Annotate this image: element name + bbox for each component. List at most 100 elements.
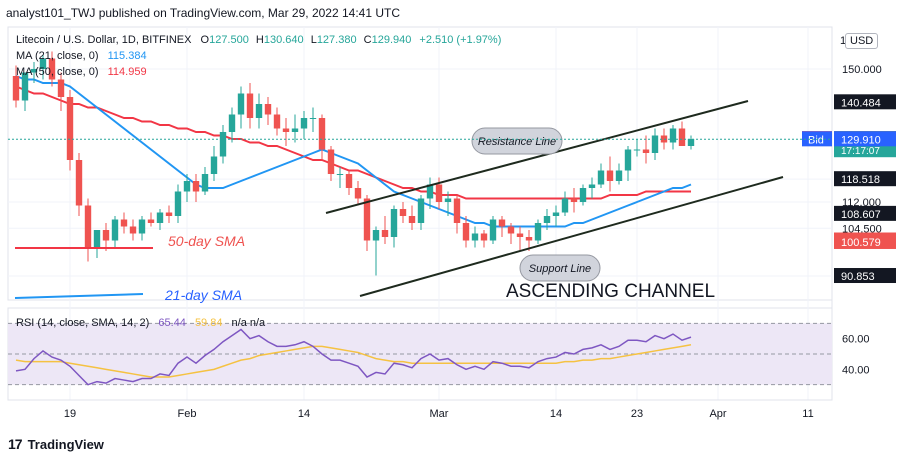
candle-body bbox=[543, 216, 551, 223]
rsi-tick-label: 60.00 bbox=[842, 334, 870, 346]
candle bbox=[201, 167, 209, 195]
candle-body bbox=[48, 58, 56, 80]
candle-body bbox=[156, 212, 164, 223]
resistance-callout[interactable]: Resistance Line bbox=[471, 127, 563, 155]
candle-body bbox=[354, 188, 362, 199]
candle-body bbox=[66, 97, 74, 160]
support-trendline[interactable] bbox=[359, 176, 784, 297]
candle bbox=[138, 216, 146, 241]
support-callout[interactable]: Support Line bbox=[519, 254, 601, 282]
candle bbox=[543, 209, 551, 230]
price-label-text: 90.853 bbox=[841, 271, 875, 283]
tradingview-footer[interactable]: 17 TradingView bbox=[8, 436, 104, 452]
rsi-sma-legend-value: 59.84 bbox=[195, 317, 223, 329]
candle-body bbox=[318, 118, 326, 150]
candle-body bbox=[444, 198, 452, 202]
candle bbox=[120, 212, 128, 234]
rsi-sma-line bbox=[15, 344, 692, 378]
candle bbox=[633, 139, 641, 157]
sma21-legend-line bbox=[14, 293, 144, 299]
symbol-legend: Litecoin / U.S. Dollar, 1D, BITFINEX O12… bbox=[16, 34, 501, 46]
ma21-legend-value: 115.384 bbox=[108, 50, 147, 62]
candle-body bbox=[30, 69, 38, 73]
price-label-countdown: 17:17:07 bbox=[841, 146, 880, 157]
sma50-annotation: 50-day SMA bbox=[168, 233, 245, 249]
legend: Litecoin / U.S. Dollar, 1D, BITFINEX O12… bbox=[16, 34, 501, 329]
candle-body bbox=[588, 184, 596, 188]
candle bbox=[381, 216, 389, 244]
publish-header: analyst101_TWJ published on TradingView.… bbox=[6, 6, 400, 20]
ascending-channel-label: ASCENDING CHANNEL bbox=[506, 281, 715, 302]
candle bbox=[615, 163, 623, 185]
candle bbox=[174, 184, 182, 223]
candle bbox=[471, 226, 479, 248]
ma21-line bbox=[15, 75, 692, 228]
rsi-line bbox=[15, 328, 692, 386]
candle-body bbox=[300, 118, 308, 129]
candle bbox=[327, 146, 335, 181]
candle-body bbox=[291, 128, 299, 132]
ma21-legend: MA (21, close, 0) 115.384 bbox=[16, 50, 147, 62]
candle bbox=[669, 125, 677, 150]
candle bbox=[642, 135, 650, 164]
candle bbox=[588, 177, 596, 199]
candle bbox=[687, 135, 695, 150]
price-label-dark: 90.853 bbox=[834, 268, 896, 284]
candle-body bbox=[129, 226, 137, 234]
candle-body bbox=[669, 128, 677, 143]
candle-body bbox=[363, 198, 371, 241]
price-label-text: 129.910 bbox=[841, 134, 881, 146]
time-tick-label: Apr bbox=[709, 408, 726, 420]
ohlc-high-key: H bbox=[256, 34, 264, 46]
candle bbox=[102, 223, 110, 251]
candle-body bbox=[561, 198, 569, 213]
ohlc-low-value: 127.380 bbox=[317, 34, 357, 46]
ma50-line bbox=[15, 85, 691, 200]
candle-body bbox=[120, 219, 128, 227]
candle bbox=[651, 128, 659, 160]
time-tick-label: 14 bbox=[550, 408, 562, 420]
candle bbox=[93, 230, 101, 258]
candle-body bbox=[102, 230, 110, 241]
price-label-bg bbox=[834, 171, 896, 187]
time-tick-label: Feb bbox=[178, 408, 197, 420]
ohlc-high-value: 130.640 bbox=[264, 34, 304, 46]
candle-body bbox=[210, 156, 218, 174]
ohlc-open-key: O bbox=[201, 34, 210, 46]
resistance-trendline[interactable] bbox=[325, 100, 749, 214]
candle-body bbox=[399, 209, 407, 216]
candle bbox=[246, 83, 254, 129]
candle bbox=[534, 219, 542, 244]
candle bbox=[309, 107, 317, 132]
candle-body bbox=[327, 149, 335, 174]
symbol-name: Litecoin / U.S. Dollar, 1D, BITFINEX bbox=[16, 34, 192, 46]
time-tick-label: 11 bbox=[802, 408, 813, 420]
price-axis[interactable]: 150.000118.518112.000104.50090.853140.48… bbox=[8, 64, 896, 284]
candle bbox=[624, 146, 632, 181]
rsi-axis: 60.00 40.00 bbox=[842, 334, 870, 377]
price-label-text: 108.607 bbox=[841, 209, 881, 221]
candle-body bbox=[246, 93, 254, 118]
candle-body bbox=[597, 170, 605, 185]
time-axis[interactable]: 19 Feb 14 Mar 14 23 Apr 11 bbox=[8, 399, 832, 420]
candle-body bbox=[147, 219, 155, 223]
ohlc-open-value: 127.500 bbox=[209, 34, 249, 46]
candle-body bbox=[453, 198, 461, 223]
candle-body bbox=[21, 72, 29, 101]
ma50-legend: MA (50, close, 0) 114.959 bbox=[16, 66, 147, 78]
candle-body bbox=[525, 237, 533, 241]
candle-body bbox=[12, 76, 20, 101]
candle-body bbox=[192, 181, 200, 192]
candle-body bbox=[498, 219, 506, 227]
price-label-text: 140.484 bbox=[841, 97, 881, 109]
price-label-dark: 108.607 bbox=[834, 205, 896, 221]
candle bbox=[12, 65, 20, 108]
ma50-legend-value: 114.959 bbox=[108, 66, 147, 78]
candle-body bbox=[219, 132, 227, 157]
time-tick-label: Mar bbox=[430, 408, 449, 420]
candle bbox=[192, 174, 200, 202]
currency-button[interactable]: USD bbox=[845, 33, 879, 49]
candle-body bbox=[570, 198, 578, 202]
rsi-tick-label: 40.00 bbox=[842, 364, 870, 376]
